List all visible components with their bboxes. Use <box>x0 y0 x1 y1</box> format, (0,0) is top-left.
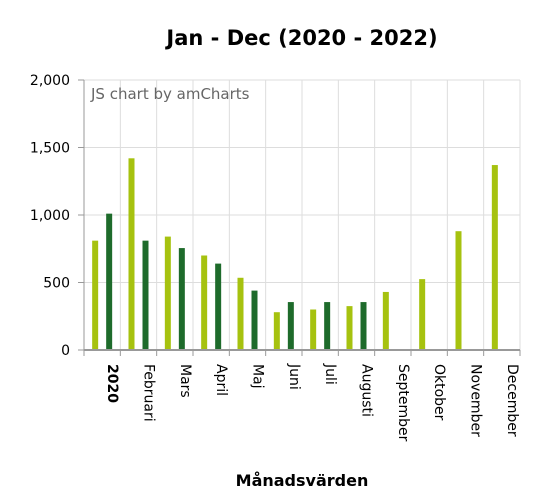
bar <box>310 309 317 350</box>
y-tick-label: 2,000 <box>30 73 70 89</box>
y-tick-label: 500 <box>43 276 70 292</box>
chart-title: Jan - Dec (2020 - 2022) <box>164 26 437 50</box>
bar <box>92 240 99 350</box>
bar <box>491 165 498 350</box>
bar <box>142 240 149 350</box>
bar <box>382 291 389 350</box>
bar <box>273 312 280 350</box>
x-tick-label: April <box>213 364 229 396</box>
bar <box>237 277 244 350</box>
x-tick-label: Maj <box>250 364 266 389</box>
bar <box>324 302 331 350</box>
bar <box>201 255 208 350</box>
x-tick-label: Februari <box>141 364 157 422</box>
axes <box>78 79 521 356</box>
bar <box>106 213 113 350</box>
x-tick-label: 2020 <box>104 364 120 403</box>
x-tick-label: Mars <box>177 364 193 398</box>
chart-credit: JS chart by amCharts <box>90 85 250 103</box>
x-tick-label: Augusti <box>359 364 375 417</box>
bar <box>419 279 426 350</box>
x-tick-label: September <box>395 364 411 442</box>
bar <box>128 158 135 350</box>
bar <box>360 302 367 350</box>
x-tick-label: Juni <box>286 363 302 390</box>
x-tick-labels: 2020 Februari Mars April Maj Juni Juli Augusti S… <box>104 363 520 442</box>
x-tick-label: December <box>504 364 520 437</box>
bar <box>455 231 462 350</box>
grid <box>83 79 521 351</box>
x-tick-label: Juli <box>322 363 338 385</box>
y-tick-label: 1,500 <box>30 141 70 157</box>
x-tick-label: Oktober <box>431 364 447 421</box>
bar <box>346 306 353 350</box>
bar <box>215 263 222 350</box>
y-tick-labels: 0 500 1,000 1,500 2,000 <box>30 73 70 359</box>
bar <box>251 290 258 350</box>
bar <box>164 236 171 350</box>
y-tick-label: 0 <box>61 343 70 359</box>
y-tick-label: 1,000 <box>30 208 70 224</box>
x-axis-label: Månadsvärden <box>236 471 369 490</box>
bar <box>178 248 185 350</box>
bars <box>92 158 498 350</box>
x-tick-label: November <box>468 364 484 437</box>
bar <box>287 302 294 350</box>
